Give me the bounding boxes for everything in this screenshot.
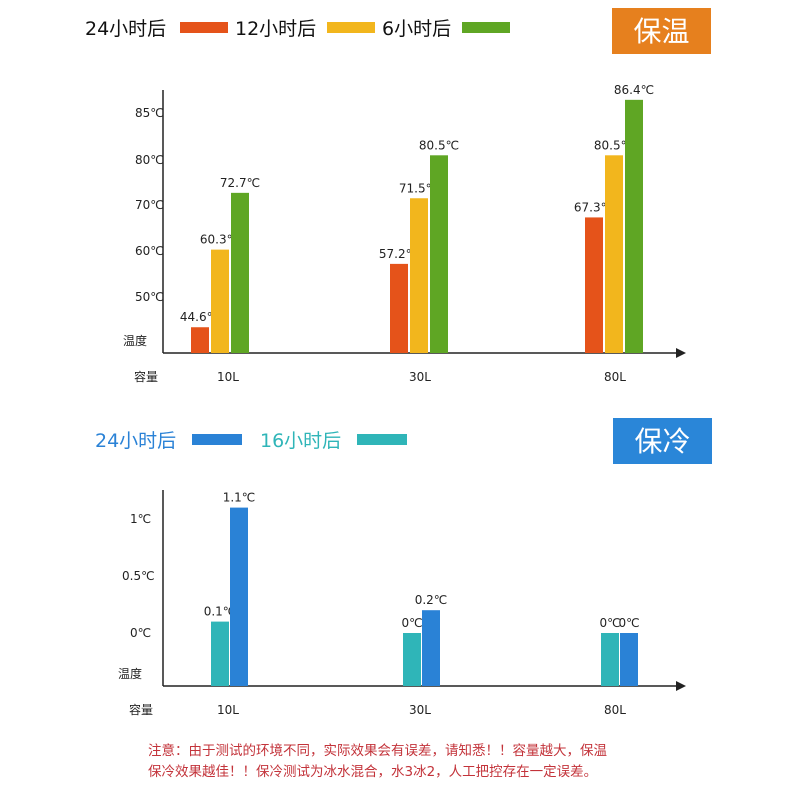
legend-label: 24小时后 [85, 18, 166, 40]
bar [191, 327, 209, 353]
y-tick-label: 50℃ [135, 290, 164, 304]
x-tick-label: 30L [409, 370, 431, 384]
data-label: 1.1℃ [223, 491, 256, 505]
data-label: 71.5℃ [399, 181, 439, 195]
y-tick-label: 85℃ [135, 106, 164, 120]
x-tick-label: 80L [604, 703, 626, 717]
bar [422, 610, 440, 686]
x-tick-label: 10L [217, 703, 239, 717]
x-tick-label: 30L [409, 703, 431, 717]
y-tick-label: 70℃ [135, 198, 164, 212]
data-label: 60.3℃ [200, 233, 240, 247]
y-tick-label: 60℃ [135, 244, 164, 258]
bar [403, 633, 421, 686]
bar [430, 155, 448, 353]
x-axis-arrow-icon [676, 348, 686, 358]
bar [601, 633, 619, 686]
data-label: 72.7℃ [220, 176, 260, 190]
bar [410, 198, 428, 353]
bar [605, 155, 623, 353]
bar [390, 263, 408, 353]
legend-swatch [327, 22, 375, 33]
title-badge [612, 8, 711, 54]
data-label: 80.5℃ [419, 138, 459, 152]
data-label: 67.3℃ [574, 200, 614, 214]
legend-swatch [180, 22, 228, 33]
bar [620, 633, 638, 686]
y-axis-label: 温度 [123, 333, 147, 348]
bar [230, 507, 248, 686]
legend-label: 16小时后 [260, 430, 341, 452]
bar [625, 99, 643, 353]
data-label: 0.2℃ [415, 593, 448, 607]
note-text: 保冷效果越佳！！保冷测试为冰水混合，水3冰2，人工把控存在一定误差。 [148, 764, 597, 780]
x-axis-arrow-icon [676, 681, 686, 691]
legend-swatch [462, 22, 510, 33]
bar [585, 217, 603, 353]
bar [211, 621, 229, 686]
note-text: 注意：由于测试的环境不同，实际效果会有误差，请知悉！！容量越大，保温 [148, 742, 607, 759]
legend-label: 12小时后 [235, 18, 316, 40]
data-label: 44.6℃ [180, 310, 220, 324]
y-tick-label: 1℃ [130, 512, 151, 526]
bar [211, 249, 229, 353]
data-label: 0.1℃ [204, 605, 237, 619]
legend-label: 24小时后 [95, 430, 176, 452]
y-axis-label: 温度 [118, 666, 142, 681]
legend-swatch [357, 434, 407, 445]
legend-label: 6小时后 [382, 18, 451, 40]
y-tick-label: 0℃ [130, 626, 151, 640]
y-tick-label: 80℃ [135, 153, 164, 167]
bar [231, 192, 249, 353]
x-tick-label: 10L [217, 370, 239, 384]
chart-title: 保冷 [634, 425, 690, 458]
data-label: 57.2℃ [379, 247, 419, 261]
y-tick-label: 0.5℃ [122, 569, 155, 583]
data-label: 80.5℃ [594, 138, 634, 152]
legend-swatch [192, 434, 242, 445]
data-label: 0℃ [599, 616, 620, 630]
title-badge [613, 418, 712, 464]
x-tick-label: 80L [604, 370, 626, 384]
x-axis-label: 容量 [134, 369, 158, 384]
data-label: 86.4℃ [614, 83, 654, 97]
data-label: 0℃ [618, 616, 639, 630]
chart-title: 保温 [633, 15, 689, 48]
data-label: 0℃ [401, 616, 422, 630]
x-axis-label: 容量 [129, 702, 153, 717]
